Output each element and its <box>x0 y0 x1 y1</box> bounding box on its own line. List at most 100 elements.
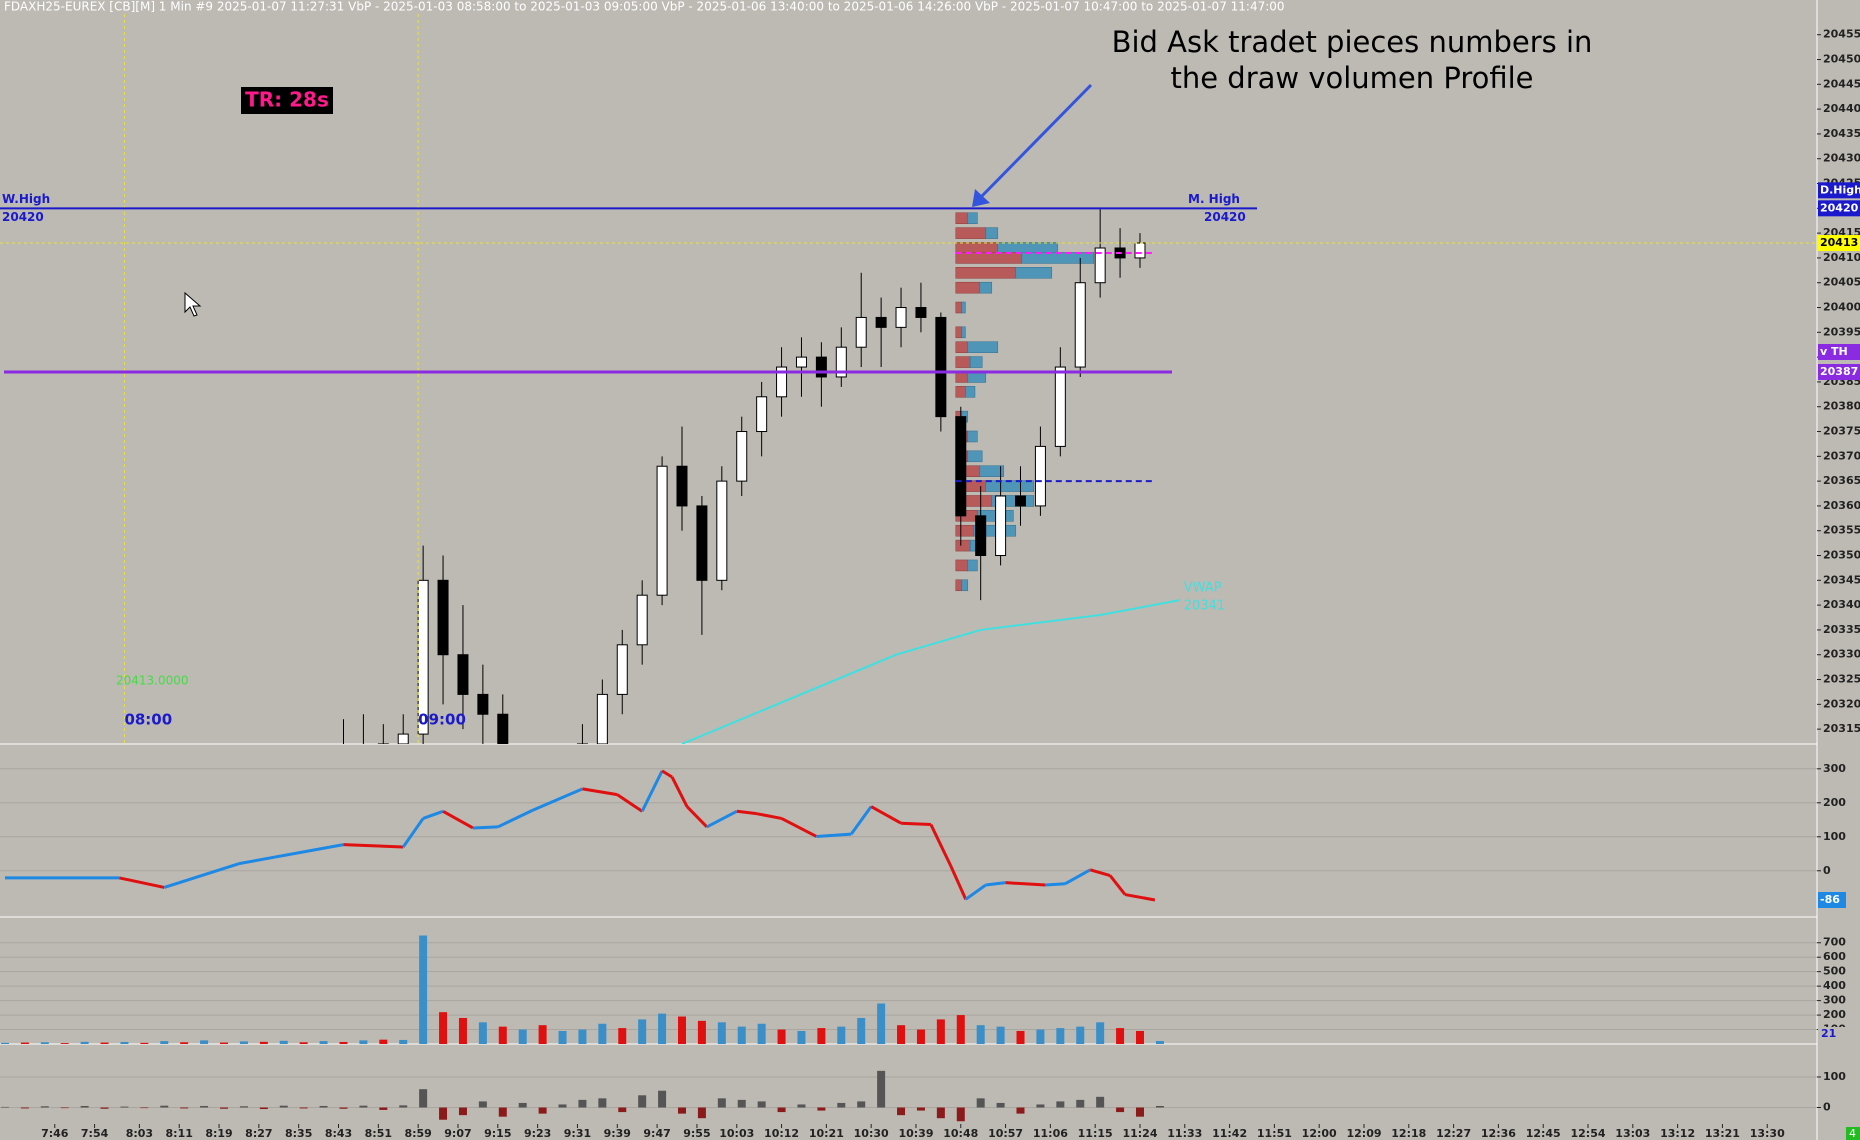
delta-bar <box>319 1105 328 1108</box>
x-tick-label: 9:47 <box>643 1127 670 1140</box>
profile-ask <box>961 326 966 339</box>
oscillator-segment <box>900 821 931 827</box>
profile-ask <box>991 495 1035 507</box>
y-tick-label: 100 <box>1823 1070 1846 1083</box>
oscillator-segment <box>1124 893 1156 902</box>
profile-ask <box>985 227 999 239</box>
volume-bar <box>200 1040 209 1044</box>
volume-bar <box>737 1026 746 1044</box>
volume-bar <box>976 1025 985 1044</box>
volume-bar <box>1036 1029 1045 1044</box>
delta-bar <box>1036 1104 1045 1108</box>
delta-bar <box>498 1107 507 1117</box>
oscillator-segment <box>816 832 852 838</box>
delta-bar <box>160 1105 169 1108</box>
profile-bid <box>955 227 987 239</box>
candle-body <box>1134 242 1146 259</box>
delta-bar <box>20 1107 29 1109</box>
profile-ask <box>1015 267 1053 279</box>
oscillator-segment <box>532 787 584 812</box>
volume-bar <box>419 935 428 1044</box>
delta-bar <box>419 1089 428 1108</box>
profile-bid <box>955 559 969 572</box>
x-tick-label: 12:00 <box>1302 1127 1337 1140</box>
volume-bar <box>1155 1040 1164 1044</box>
x-tick-label: 8:43 <box>325 1127 352 1140</box>
oscillator-segment <box>706 809 738 829</box>
volume-bar <box>677 1016 686 1044</box>
day-high-value-box <box>1818 200 1860 217</box>
oscillator-segment <box>780 817 818 838</box>
oscillator-segment <box>343 843 404 849</box>
session-label: 09:00 <box>418 711 466 729</box>
y-tick-label: 200 <box>1823 1008 1846 1021</box>
y-tick-label: 20335 <box>1823 623 1860 636</box>
profile-ask <box>961 579 969 592</box>
delta-bar <box>578 1099 587 1108</box>
volume-bar <box>956 1015 965 1044</box>
oscillator-segment <box>163 862 240 889</box>
y-tick-label: 0 <box>1823 864 1831 877</box>
delta-bar <box>100 1107 109 1109</box>
price-plot <box>342 208 1180 744</box>
high-left-label: W.High <box>2 192 50 206</box>
volume-bar <box>1116 1028 1125 1044</box>
y-tick-label: 20410 <box>1823 251 1860 264</box>
delta-bar <box>996 1102 1005 1108</box>
x-tick-label: 10:30 <box>854 1127 889 1140</box>
volume-bar <box>299 1042 308 1044</box>
candle-body <box>835 346 847 378</box>
oscillator-segment <box>422 809 444 820</box>
x-tick-label: 8:27 <box>245 1127 272 1140</box>
oscillator-segment <box>870 805 902 825</box>
delta-bar <box>120 1106 129 1108</box>
candle-body <box>875 316 887 328</box>
delta-bar <box>140 1107 149 1109</box>
volume-bar <box>538 1025 547 1044</box>
candle-body <box>1015 495 1027 507</box>
candle-body <box>795 356 807 368</box>
oscillator-segment <box>685 805 708 828</box>
delta-bar <box>359 1105 368 1108</box>
candle-body <box>676 465 688 507</box>
th-value-box <box>1818 364 1860 380</box>
volume-bar <box>598 1023 607 1044</box>
x-tick-label: 8:11 <box>166 1127 193 1140</box>
volume-bar <box>797 1030 806 1044</box>
oscillator-segment <box>582 787 618 797</box>
x-tick-label: 11:06 <box>1033 1127 1068 1140</box>
candle-body <box>756 396 768 433</box>
delta-bar <box>439 1107 448 1120</box>
candle-body <box>477 693 489 715</box>
x-tick-label: 13:30 <box>1750 1127 1785 1140</box>
x-tick-label: 11:33 <box>1167 1127 1202 1140</box>
delta-bar <box>1096 1096 1105 1108</box>
delta-bar <box>538 1107 547 1114</box>
delta-bar <box>837 1102 846 1108</box>
corner-badge: 4 <box>1849 1127 1856 1140</box>
delta-bar <box>956 1107 965 1122</box>
delta-bar <box>1155 1105 1164 1108</box>
volume-bar <box>259 1041 268 1044</box>
delta-bar <box>220 1107 229 1109</box>
volume-bar <box>458 1017 467 1044</box>
oscillator-segment <box>670 776 689 808</box>
y-tick-label: 400 <box>1823 979 1846 992</box>
candle-body <box>776 366 788 398</box>
y-tick-label: 20435 <box>1823 127 1860 140</box>
delta-bar <box>40 1106 49 1108</box>
delta-bar <box>1076 1099 1085 1108</box>
profile-bid <box>955 386 966 398</box>
volume-bar <box>658 1013 667 1044</box>
profile-ask <box>1021 252 1095 264</box>
price-readout: 20413.0000 <box>116 674 189 688</box>
corner-badge-box <box>1846 1127 1860 1140</box>
x-tick-label: 8:19 <box>205 1127 232 1140</box>
x-tick-label: 8:03 <box>126 1127 153 1140</box>
volume-bar <box>120 1041 129 1044</box>
volume-bar <box>817 1028 826 1044</box>
delta-bar <box>279 1105 288 1108</box>
oscillator-segment <box>1064 868 1091 886</box>
delta-bar <box>916 1107 925 1111</box>
